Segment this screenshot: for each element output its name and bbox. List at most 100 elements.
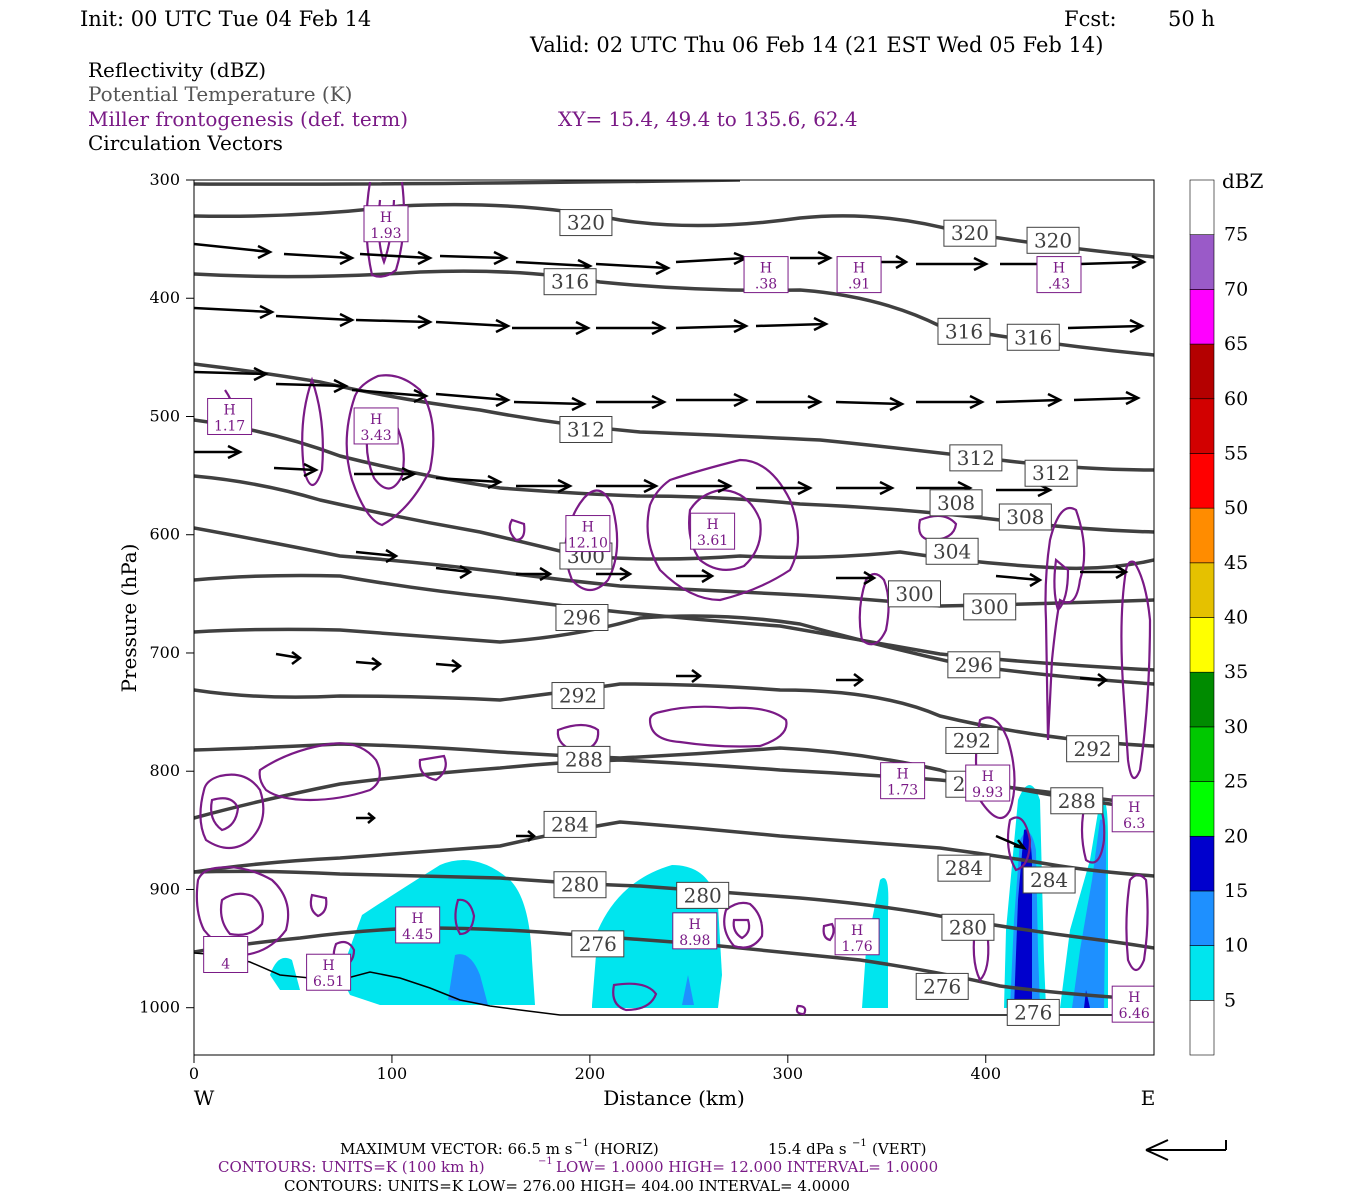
fronto-contour	[648, 705, 788, 748]
colorbar-label: 15	[1224, 880, 1248, 902]
theta-label-box	[887, 580, 941, 608]
theta-label-text: 280	[561, 873, 599, 897]
fronto-max-box	[306, 953, 352, 991]
x-axis-west-label: W	[194, 1086, 215, 1110]
y-tick-label: 600	[149, 525, 180, 544]
theta-label-text: 292	[1074, 737, 1112, 761]
fronto-max-value: 6.46	[1119, 1006, 1150, 1022]
theta-label-text: 288	[1058, 789, 1096, 813]
fronto-contour	[564, 489, 619, 592]
theta-label: 292	[945, 726, 999, 754]
max-vector-text: MAXIMUM VECTOR: 66.5 m s	[340, 1140, 572, 1158]
theta-label: 300	[963, 593, 1017, 621]
theta-label-text: 312	[957, 446, 995, 470]
theta-label: 320	[1026, 226, 1080, 254]
vector-arrow	[283, 250, 355, 266]
fronto-contour	[1125, 873, 1149, 972]
fronto-max-h: H	[851, 923, 863, 939]
fronto-contour	[309, 893, 328, 918]
vector-arrow	[596, 394, 667, 410]
x-axis: 0 100 200 300 400	[189, 1055, 1001, 1083]
fronto-contour-info: CONTOURS: UNITS=K (100 km h)	[218, 1158, 485, 1176]
fronto-contour	[723, 901, 764, 949]
colorbar-swatch	[1189, 234, 1215, 290]
theta-label: 288	[1050, 787, 1104, 815]
reflectivity-region	[682, 975, 694, 1005]
vector-arrow	[995, 834, 1027, 850]
fronto-max-h: H	[380, 210, 392, 226]
theta-label: 296	[947, 651, 1001, 679]
legend-xy-endpoints: XY= 15.4, 49.4 to 135.6, 62.4	[558, 107, 858, 131]
theta-label: 284	[937, 854, 991, 882]
theta-label-box	[1006, 998, 1060, 1026]
theta-label-box	[1066, 735, 1120, 763]
fronto-max-h: H	[706, 517, 718, 533]
theta-label-box	[1024, 459, 1078, 487]
vector-arrow	[835, 396, 905, 412]
y-tick-label: 1000	[139, 998, 180, 1017]
x-tick-label: 0	[189, 1064, 199, 1083]
y-tick-label: 900	[149, 879, 180, 898]
fronto-max-box	[353, 407, 399, 445]
theta-label-box	[559, 209, 613, 237]
fronto-max-label: H4.45	[395, 906, 441, 944]
theta-label-box	[553, 871, 607, 899]
theta-label: 320	[559, 209, 613, 237]
y-tick-label: 400	[149, 288, 180, 307]
vector-arrow	[435, 318, 511, 334]
fronto-max-value: 4	[221, 956, 230, 972]
fronto-max-h: H	[689, 917, 701, 933]
colorbar-label: 35	[1224, 661, 1248, 683]
colorbar-label: 75	[1224, 224, 1248, 246]
vector-arrow	[676, 568, 715, 584]
fronto-contour	[646, 458, 800, 602]
theta-label: 280	[553, 871, 607, 899]
vector-arrow	[513, 396, 587, 412]
vector-arrow	[516, 830, 536, 842]
fronto-max-box	[965, 764, 1011, 802]
theta-label-text: 316	[551, 270, 589, 294]
legend-reflectivity: Reflectivity (dBZ)	[88, 58, 266, 82]
theta-contour-304	[194, 474, 1154, 571]
fcst-label: Fcst:	[1064, 7, 1117, 31]
colorbar-label: 50	[1224, 497, 1248, 519]
fronto-contour	[1006, 816, 1032, 872]
vector-arrow	[194, 304, 275, 320]
fronto-contour	[199, 773, 265, 850]
vector-arrow	[194, 242, 273, 260]
theta-label-text: 284	[945, 856, 983, 880]
fronto-contour	[258, 742, 381, 802]
vector-arrow	[1067, 318, 1145, 334]
theta-contour-324	[194, 180, 741, 186]
colorbar-label: 40	[1224, 607, 1248, 629]
theta-label: 284	[543, 810, 597, 838]
colorbar-swatch	[1189, 507, 1215, 564]
theta-label: 308	[998, 503, 1052, 531]
fronto-max-h: H	[370, 412, 382, 428]
vector-arrow	[1073, 390, 1141, 406]
fronto-contour	[1120, 560, 1152, 780]
vector-arrow	[273, 462, 319, 478]
theta-label: 304	[925, 537, 979, 565]
fronto-max-value: .43	[1048, 277, 1070, 293]
vector-arrow	[675, 251, 750, 266]
fronto-max-h: H	[1128, 800, 1140, 816]
fronto-max-h: H	[322, 958, 334, 974]
colorbar-label: 5	[1224, 989, 1236, 1011]
vector-arrow	[512, 320, 591, 336]
fronto-max-label: 4	[203, 935, 249, 973]
x-tick-label: 300	[773, 1064, 804, 1083]
y-tick-label: 800	[149, 761, 180, 780]
y-tick-label: 300	[149, 170, 180, 189]
reflectivity-region	[448, 954, 488, 1005]
colorbar-swatch	[1189, 1000, 1215, 1056]
theta-label: 312	[1024, 459, 1078, 487]
y-axis: 300 400 500 600 700 800 900 1000	[139, 170, 194, 1017]
theta-label-text: 312	[1032, 461, 1070, 485]
max-vector-vert-exponent: −1	[852, 1138, 867, 1149]
vector-arrow	[355, 314, 433, 330]
vector-arrow	[194, 444, 243, 460]
vector-arrow	[439, 250, 509, 266]
vector-arrow	[676, 392, 749, 408]
theta-label-box	[1026, 226, 1080, 254]
